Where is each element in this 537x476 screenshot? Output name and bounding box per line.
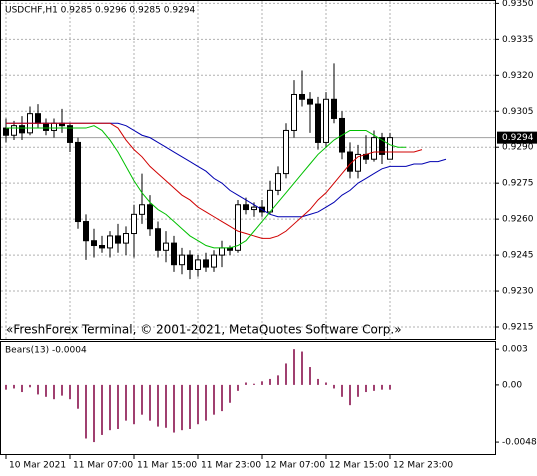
candle-body [387,137,393,160]
candle-body [331,98,337,119]
y-tick-label: 0.9305 [502,107,534,117]
candle-body [51,122,57,131]
candle-body [315,103,321,143]
candle-body [123,233,129,244]
ma-line [6,122,423,239]
x-tick-label: 11 Mar 23:00 [201,461,261,471]
candle-body [267,189,273,213]
ma-line [6,125,406,249]
x-tick-label: 10 Mar 2021 [9,461,66,471]
candle-body [219,247,225,256]
x-tick-label: 11 Mar 15:00 [137,461,197,471]
x-tick-label: 11 Mar 07:00 [73,461,133,471]
indicator-title: Bears(13) -0.0004 [5,346,87,356]
candle-body [323,98,329,143]
candle-body [115,235,121,244]
candle-body [379,137,385,155]
main-pane [0,0,496,340]
candle-body [99,245,105,249]
candle-body [155,228,161,251]
candle-body [107,235,113,249]
candle-body [179,254,185,266]
candle-body [251,206,257,211]
x-tick-label: 12 Mar 15:00 [329,461,389,471]
y-tick-label: 0.9290 [502,143,534,153]
candle-body [243,204,249,211]
candle-body [35,113,41,124]
candle-body [211,254,217,268]
candle-body [203,259,209,268]
candle-body [355,153,361,172]
chart-title: USDCHF,H1 0.9285 0.9296 0.9285 0.9294 [5,6,195,16]
candle-body [43,122,49,131]
indicator-pane [0,341,496,455]
y-tick-label: 0.9350 [502,0,534,9]
candle-body [139,204,145,215]
y-tick-label: 0.003 [502,345,528,355]
watermark: «FreshForex Terminal, © 2001-2021, MetaQ… [6,323,402,337]
y-tick-label: 0.9215 [502,323,534,333]
candle-body [11,125,17,136]
candle-body [275,173,281,191]
y-tick-label: 0.9230 [502,287,534,297]
candle-body [291,93,297,131]
candle-body [75,141,81,223]
candle-body [3,127,9,136]
y-tick-label: 0.9335 [502,35,534,45]
candle-body [67,125,73,143]
candle-body [195,259,201,270]
price-label-box [497,131,537,144]
candle-body [187,254,193,270]
y-tick-label: 0.9245 [502,251,534,261]
y-tick-label: 0.9320 [502,71,534,81]
candle-body [163,242,169,251]
candle-body [235,204,241,251]
candle-body [147,204,153,230]
candle-body [83,221,89,242]
candle-body [299,93,305,100]
y-tick-label: -0.0048 [502,438,537,448]
y-tick-label: 0.9260 [502,215,534,225]
candle-body [307,98,313,105]
candle-body [347,151,353,172]
candle-body [19,125,25,134]
price-label: 0.9294 [502,133,534,143]
x-tick-label: 12 Mar 07:00 [265,461,325,471]
candle-body [171,242,177,266]
candle-body [283,129,289,175]
y-tick-label: 0.9275 [502,179,534,189]
x-tick-label: 12 Mar 23:00 [393,461,453,471]
candle-body [91,240,97,247]
y-tick-label: 0.00 [502,380,522,390]
candle-body [371,137,377,160]
candle-body [131,213,137,235]
